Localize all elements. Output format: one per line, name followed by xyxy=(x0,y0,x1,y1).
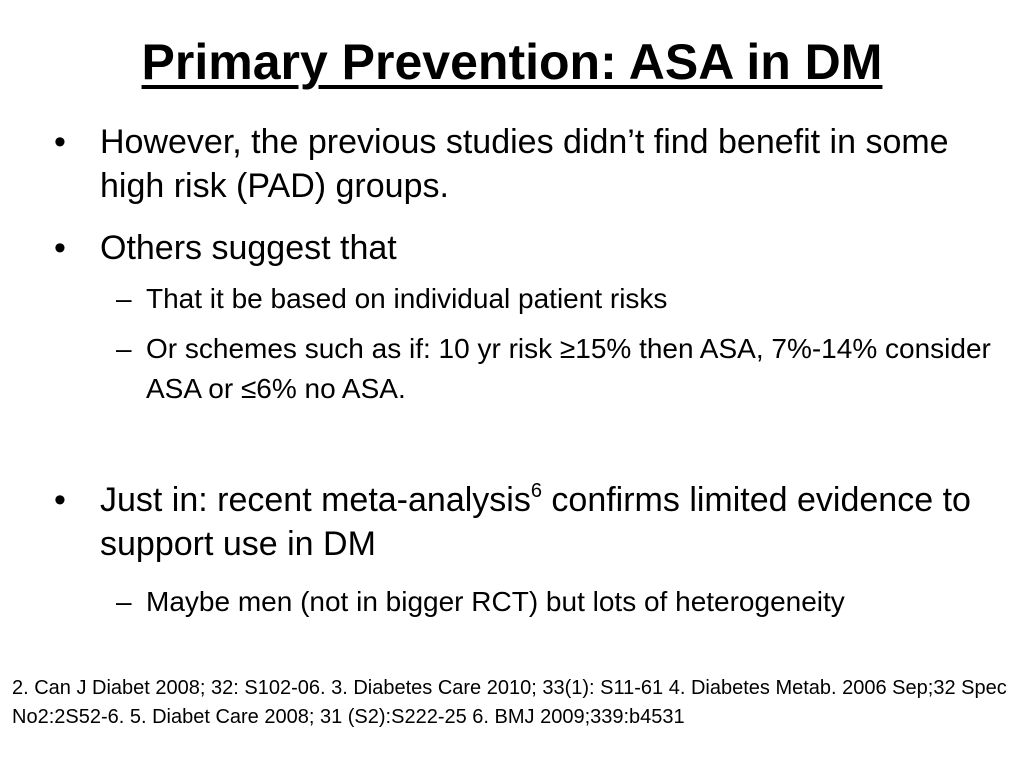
slide-title-text: Primary Prevention: ASA in DM xyxy=(141,34,883,90)
bullet-text: However, the previous studies didn’t fin… xyxy=(100,123,949,205)
bullet-text-after: confirms limited evidence to support use… xyxy=(100,481,971,563)
sub-bullet-marker: – xyxy=(116,586,132,617)
references-footnote: 2. Can J Diabet 2008; 32: S102-06. 3. Di… xyxy=(12,677,1007,728)
bullet-text-before: Just in: recent meta-analysis xyxy=(100,481,531,519)
sub-bullet-text: Or schemes such as if: 10 yr risk ≥15% t… xyxy=(146,333,991,404)
citation-superscript: 6 xyxy=(530,480,542,502)
bullet-text: Just in: recent meta-analysis6 confirms … xyxy=(100,478,1004,566)
sub-bullet-marker: – xyxy=(116,333,132,364)
sub-bullet-text: Maybe men (not in bigger RCT) but lots o… xyxy=(146,586,845,617)
bullet-marker: • xyxy=(54,481,66,519)
bullet-text: Others suggest that xyxy=(100,229,397,267)
slide-title: Primary Prevention: ASA in DM xyxy=(0,30,1024,94)
sub-bullet-text: That it be based on individual patient r… xyxy=(146,283,668,314)
bullet-marker: • xyxy=(54,229,66,267)
sub-bullet-marker: – xyxy=(116,283,132,314)
bullet-marker: • xyxy=(54,123,66,161)
